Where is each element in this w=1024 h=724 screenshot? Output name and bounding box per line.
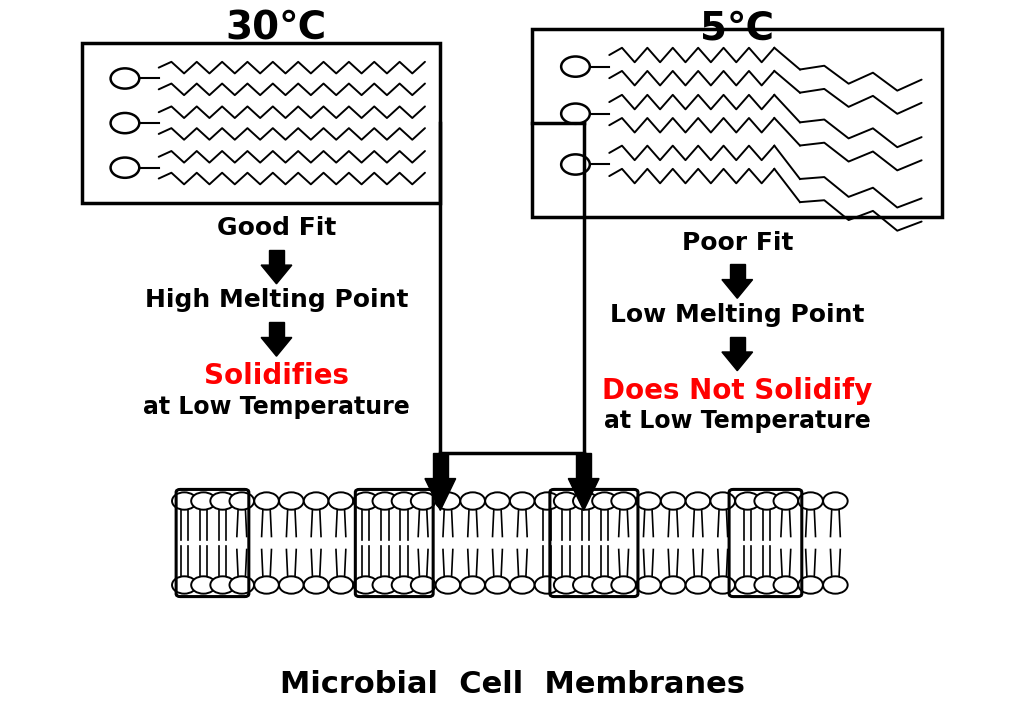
Polygon shape xyxy=(722,279,753,298)
Circle shape xyxy=(411,492,435,510)
Text: Low Melting Point: Low Melting Point xyxy=(610,303,864,327)
Circle shape xyxy=(686,576,711,594)
Text: at Low Temperature: at Low Temperature xyxy=(604,409,870,434)
Bar xyxy=(532,29,942,217)
Circle shape xyxy=(711,492,735,510)
Circle shape xyxy=(329,492,353,510)
Circle shape xyxy=(735,576,760,594)
Circle shape xyxy=(111,158,139,178)
Circle shape xyxy=(172,576,197,594)
Circle shape xyxy=(535,492,559,510)
Circle shape xyxy=(485,576,510,594)
Text: Good Fit: Good Fit xyxy=(217,216,336,240)
Bar xyxy=(268,322,285,337)
Circle shape xyxy=(191,492,216,510)
Circle shape xyxy=(755,576,779,594)
Circle shape xyxy=(229,492,254,510)
Circle shape xyxy=(391,492,416,510)
Text: 30℃: 30℃ xyxy=(226,10,327,48)
Bar xyxy=(729,337,745,352)
Text: Does Not Solidify: Does Not Solidify xyxy=(602,377,872,405)
Text: High Melting Point: High Melting Point xyxy=(144,288,409,313)
Circle shape xyxy=(411,576,435,594)
Circle shape xyxy=(554,492,579,510)
Circle shape xyxy=(391,576,416,594)
Circle shape xyxy=(111,113,139,133)
Text: Microbial  Cell  Membranes: Microbial Cell Membranes xyxy=(280,670,744,699)
Circle shape xyxy=(210,576,234,594)
Circle shape xyxy=(373,576,397,594)
Circle shape xyxy=(611,492,636,510)
Circle shape xyxy=(461,492,485,510)
Polygon shape xyxy=(568,479,599,510)
Circle shape xyxy=(535,576,559,594)
Circle shape xyxy=(592,576,616,594)
Circle shape xyxy=(561,154,590,174)
Circle shape xyxy=(329,576,353,594)
Circle shape xyxy=(773,492,798,510)
Circle shape xyxy=(254,492,279,510)
Circle shape xyxy=(461,576,485,594)
Circle shape xyxy=(510,492,535,510)
Bar xyxy=(729,264,745,279)
Circle shape xyxy=(435,492,460,510)
Circle shape xyxy=(279,576,303,594)
Circle shape xyxy=(353,492,378,510)
Text: 5℃: 5℃ xyxy=(700,10,774,48)
Circle shape xyxy=(210,492,234,510)
Circle shape xyxy=(279,492,303,510)
Circle shape xyxy=(254,576,279,594)
Circle shape xyxy=(229,576,254,594)
Circle shape xyxy=(573,576,598,594)
Circle shape xyxy=(353,576,378,594)
Circle shape xyxy=(111,68,139,88)
Circle shape xyxy=(755,492,779,510)
Circle shape xyxy=(686,492,711,510)
Circle shape xyxy=(799,576,823,594)
Circle shape xyxy=(611,576,636,594)
Circle shape xyxy=(592,492,616,510)
Text: at Low Temperature: at Low Temperature xyxy=(143,395,410,419)
Polygon shape xyxy=(261,337,292,356)
Text: Poor Fit: Poor Fit xyxy=(682,230,793,255)
Circle shape xyxy=(435,576,460,594)
Circle shape xyxy=(735,492,760,510)
Bar xyxy=(575,452,592,479)
Circle shape xyxy=(636,492,660,510)
Circle shape xyxy=(799,492,823,510)
Circle shape xyxy=(304,576,329,594)
Bar xyxy=(268,250,285,265)
Circle shape xyxy=(711,576,735,594)
Circle shape xyxy=(823,576,848,594)
Circle shape xyxy=(561,104,590,124)
Circle shape xyxy=(304,492,329,510)
Text: Solidifies: Solidifies xyxy=(204,363,349,390)
Circle shape xyxy=(561,56,590,77)
Circle shape xyxy=(373,492,397,510)
Circle shape xyxy=(573,492,598,510)
Bar xyxy=(82,43,440,203)
Circle shape xyxy=(660,576,685,594)
Circle shape xyxy=(636,576,660,594)
Polygon shape xyxy=(722,352,753,371)
Circle shape xyxy=(773,576,798,594)
Polygon shape xyxy=(261,265,292,284)
Circle shape xyxy=(172,492,197,510)
Circle shape xyxy=(510,576,535,594)
Bar xyxy=(432,452,449,479)
Polygon shape xyxy=(425,479,456,510)
Circle shape xyxy=(823,492,848,510)
Circle shape xyxy=(554,576,579,594)
Circle shape xyxy=(191,576,216,594)
Circle shape xyxy=(660,492,685,510)
Circle shape xyxy=(485,492,510,510)
